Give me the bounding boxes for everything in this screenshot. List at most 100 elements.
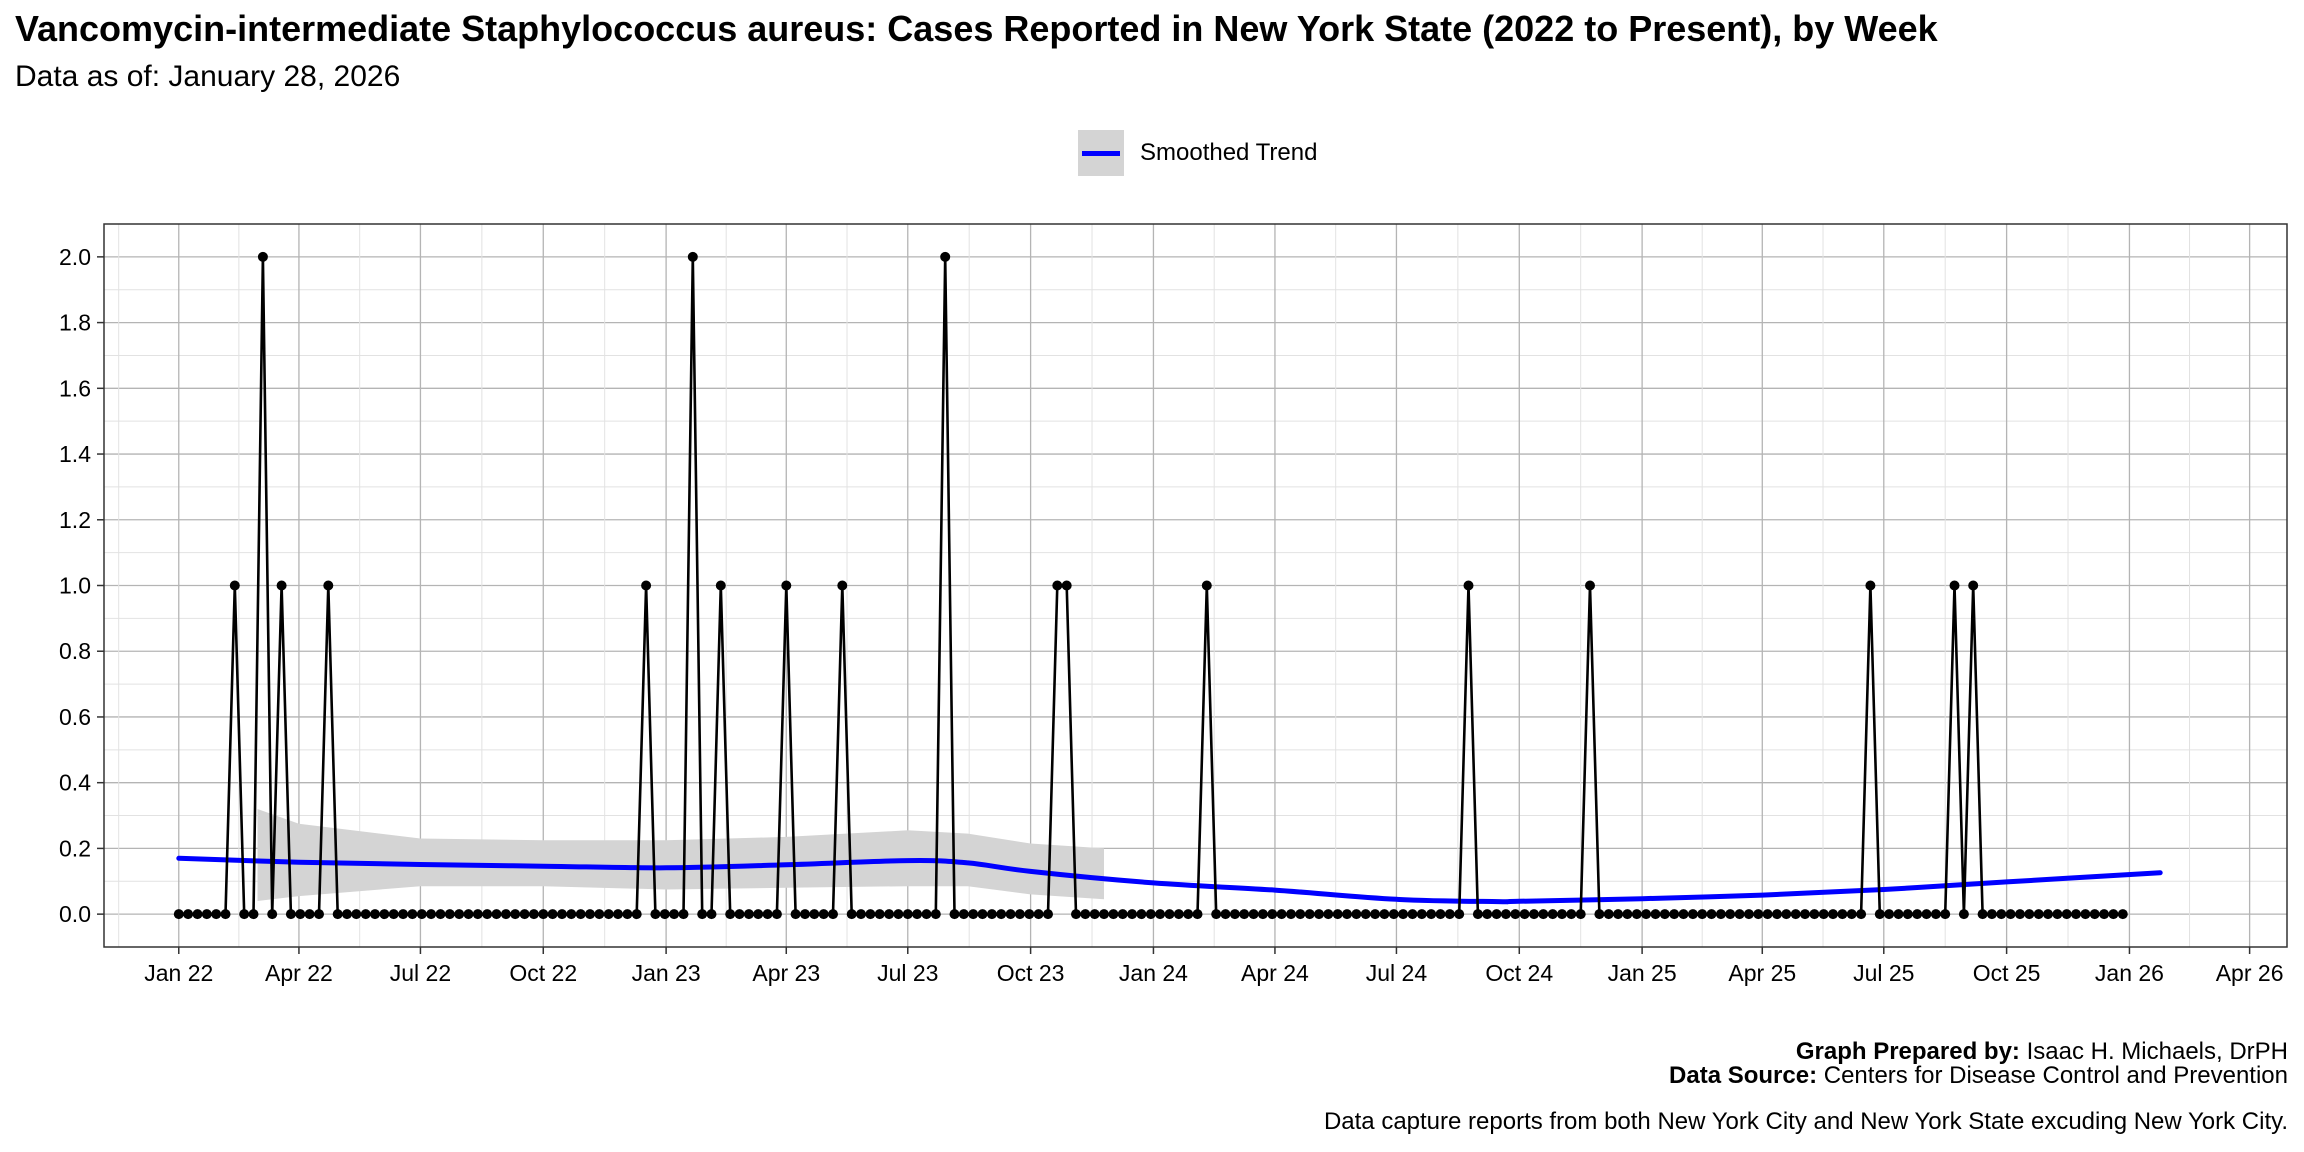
- confidence-band-area: [257, 809, 1104, 901]
- data-point: [1529, 909, 1539, 920]
- data-point: [547, 909, 558, 920]
- data-point: [1631, 909, 1642, 920]
- legend-key-icon: [1078, 130, 1124, 176]
- data-point: [706, 909, 717, 920]
- data-point: [986, 909, 997, 920]
- data-point: [1725, 909, 1736, 920]
- data-point: [828, 909, 838, 920]
- data-point: [1706, 909, 1717, 920]
- trend-line-group: [176, 855, 2163, 905]
- smoothed-trend-line: [176, 855, 2163, 905]
- caption-prepared-label: Graph Prepared by:: [1795, 1038, 2020, 1065]
- x-tick-label: Jan 22: [144, 960, 213, 986]
- data-point: [1650, 909, 1661, 920]
- data-point: [1211, 909, 1222, 920]
- x-tick-label: Jul 24: [1366, 960, 1428, 986]
- caption-prepared: Graph Prepared by: Isaac H. Michaels, Dr…: [1796, 1038, 2288, 1066]
- data-point: [1239, 909, 1250, 920]
- x-tick-label: Apr 22: [265, 960, 333, 986]
- data-point: [557, 909, 567, 920]
- data-point: [1659, 909, 1670, 920]
- data-point: [1958, 909, 1969, 920]
- data-point: [1351, 909, 1362, 920]
- data-point: [1930, 909, 1941, 920]
- y-tick-label: 0.4: [59, 770, 91, 796]
- y-tick-label: 0.6: [59, 704, 91, 730]
- data-point: [1715, 909, 1726, 920]
- data-point: [1603, 909, 1614, 920]
- data-point: [257, 251, 268, 262]
- data-point: [1557, 909, 1567, 920]
- y-tick-label: 2.0: [59, 244, 91, 270]
- data-point: [1986, 909, 1997, 920]
- data-point: [622, 909, 633, 920]
- caption-source-label: Data Source:: [1669, 1062, 1818, 1089]
- data-point: [1370, 909, 1381, 920]
- data-point: [2071, 909, 2081, 920]
- data-point: [1678, 909, 1689, 920]
- data-point: [388, 909, 399, 920]
- data-point: [500, 909, 511, 920]
- data-point: [1818, 909, 1829, 920]
- caption-prepared-value: Isaac H. Michaels, DrPH: [2026, 1038, 2288, 1065]
- data-point: [1127, 909, 1138, 920]
- data-point: [398, 909, 409, 920]
- data-point: [1585, 580, 1595, 591]
- data-point: [585, 909, 595, 920]
- data-point: [771, 909, 782, 920]
- data-point: [930, 909, 941, 920]
- y-tick-label: 1.0: [59, 573, 91, 599]
- data-point: [846, 909, 857, 920]
- data-point: [276, 580, 287, 591]
- data-point: [1912, 909, 1923, 920]
- data-point: [407, 909, 418, 920]
- data-point: [2061, 909, 2072, 920]
- data-point: [1697, 909, 1708, 920]
- data-point: [1743, 909, 1754, 920]
- data-point: [426, 909, 437, 920]
- data-point: [2108, 909, 2119, 920]
- data-point: [1865, 580, 1876, 591]
- data-point: [454, 909, 465, 920]
- x-tick-label: Apr 23: [752, 960, 820, 986]
- data-point: [631, 909, 642, 920]
- data-point: [239, 909, 250, 920]
- data-point: [1968, 580, 1979, 591]
- data-point: [1229, 909, 1240, 920]
- data-point: [1575, 909, 1586, 920]
- data-point: [725, 909, 736, 920]
- data-point: [1043, 909, 1053, 920]
- data-point: [201, 909, 212, 920]
- data-point: [753, 909, 764, 920]
- data-point: [968, 909, 979, 920]
- data-point: [435, 909, 446, 920]
- data-point: [1828, 909, 1838, 920]
- data-point: [1538, 909, 1549, 920]
- x-tick-label: Jul 22: [390, 960, 451, 986]
- data-point: [304, 909, 315, 920]
- data-point: [1220, 909, 1231, 920]
- data-point: [2052, 909, 2063, 920]
- x-tick-label: Jan 23: [632, 960, 701, 986]
- data-point: [566, 909, 577, 920]
- data-point: [2099, 909, 2110, 920]
- data-point: [295, 909, 306, 920]
- case-series-group: [173, 251, 2128, 920]
- data-point: [800, 909, 810, 920]
- data-point: [2005, 909, 2016, 920]
- data-point: [1902, 909, 1913, 920]
- data-point: [1407, 909, 1418, 920]
- data-point: [1482, 909, 1493, 920]
- data-point: [1314, 909, 1324, 920]
- data-point: [482, 909, 493, 920]
- data-point: [594, 909, 605, 920]
- data-point: [1276, 909, 1287, 920]
- data-point: [1641, 909, 1652, 920]
- data-point: [1809, 909, 1820, 920]
- caption-source-value: Centers for Disease Control and Preventi…: [1823, 1062, 2288, 1089]
- caption-source: Data Source: Centers for Disease Control…: [1669, 1062, 2288, 1090]
- data-point: [314, 909, 324, 920]
- data-point: [949, 909, 960, 920]
- data-point: [1173, 909, 1184, 920]
